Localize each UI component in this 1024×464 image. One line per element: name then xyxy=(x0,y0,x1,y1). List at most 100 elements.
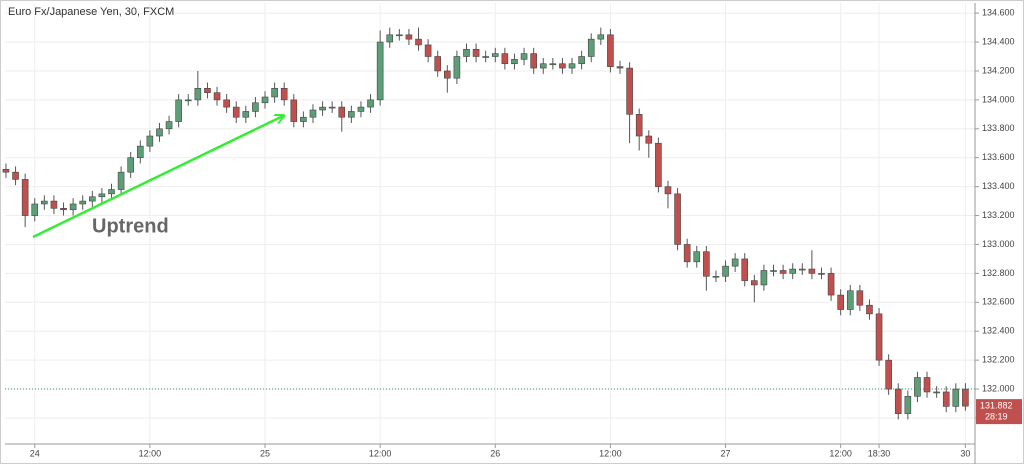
candle-body xyxy=(587,38,595,57)
candle-body xyxy=(827,273,835,296)
candle-body xyxy=(319,106,326,111)
trend-arrow xyxy=(32,116,283,239)
candle-body xyxy=(213,92,221,101)
candle-body xyxy=(184,99,192,102)
candle-body xyxy=(98,193,106,198)
candle-body xyxy=(415,38,422,46)
candle-body xyxy=(434,56,442,72)
candle-body xyxy=(127,157,134,173)
candle-body xyxy=(50,200,58,209)
candle-body xyxy=(357,106,365,112)
candle-body xyxy=(914,377,921,397)
candle-body xyxy=(626,67,633,115)
candle-body xyxy=(779,270,787,274)
x-tick-label: 18:30 xyxy=(868,448,891,458)
candle-body xyxy=(846,290,854,310)
candle-body xyxy=(616,66,624,69)
y-tick-label: 132.400 xyxy=(982,326,1015,336)
candle-body xyxy=(491,53,499,57)
candle-body xyxy=(818,273,825,275)
candle-body xyxy=(242,111,250,118)
candle-body xyxy=(952,388,960,407)
y-tick-label: 134.400 xyxy=(982,36,1015,46)
candle-body xyxy=(789,268,797,274)
candle-body xyxy=(559,63,566,69)
candle-body xyxy=(165,121,173,130)
candle-body xyxy=(482,56,489,58)
x-tick-label: 12:00 xyxy=(599,448,622,458)
candle-body xyxy=(194,88,202,101)
candle-body xyxy=(463,48,470,57)
labels: 131.800132.000132.200132.400132.600132.8… xyxy=(30,7,1022,458)
candle-body xyxy=(655,142,662,187)
candle-body xyxy=(300,116,307,122)
candle-body xyxy=(472,48,480,57)
candle-body xyxy=(31,203,39,216)
x-tick-label: 24 xyxy=(30,448,40,458)
candle-body xyxy=(146,135,154,147)
candle-body xyxy=(405,34,413,40)
candle-body xyxy=(597,34,605,40)
candle-body xyxy=(21,179,29,216)
candle-body xyxy=(731,258,739,267)
candle-body xyxy=(664,186,672,195)
candle-body xyxy=(290,99,298,122)
candle-body xyxy=(396,34,403,37)
annotation: Uptrend xyxy=(92,215,169,237)
x-tick-label: 12:00 xyxy=(829,448,852,458)
candle-body xyxy=(444,70,451,79)
y-tick-label: 133.600 xyxy=(982,152,1015,162)
candle-body xyxy=(424,44,432,57)
y-tick-label: 132.800 xyxy=(982,268,1015,278)
candle-body xyxy=(348,111,355,118)
candle-body xyxy=(252,102,259,112)
candle-body xyxy=(741,258,749,281)
candle-body xyxy=(837,294,844,310)
candle-body xyxy=(942,391,950,407)
candle-body xyxy=(894,388,902,414)
x-tick-label: 26 xyxy=(490,448,500,458)
candle-body xyxy=(41,200,48,205)
candle-body xyxy=(338,106,346,118)
candle-body xyxy=(156,128,163,137)
candle-body xyxy=(875,313,883,361)
candle-body xyxy=(856,290,864,306)
candle-body xyxy=(923,377,931,393)
last-price-box xyxy=(976,399,1022,425)
candle-body xyxy=(904,395,912,414)
candle-body xyxy=(261,96,269,104)
x-tick-label: 30 xyxy=(960,448,970,458)
candle-body xyxy=(578,56,585,65)
countdown: 28:19 xyxy=(985,411,1008,421)
x-tick-label: 27 xyxy=(721,448,731,458)
candle-body xyxy=(69,203,77,211)
candle-body xyxy=(175,99,182,122)
candle-body xyxy=(89,196,96,202)
candle-body xyxy=(328,106,336,109)
candle-body xyxy=(204,88,211,93)
candle-body xyxy=(760,270,768,286)
candle-body xyxy=(703,251,710,277)
candle-body xyxy=(674,193,681,245)
chart-title: Euro Fx/Japanese Yen, 30, FXCM xyxy=(8,6,174,18)
candle-body xyxy=(511,59,518,65)
candle-body xyxy=(722,265,729,277)
candle-body xyxy=(683,244,691,263)
y-tick-label: 133.000 xyxy=(982,239,1015,249)
y-tick-label: 133.400 xyxy=(982,181,1015,191)
candle-body xyxy=(108,189,115,195)
y-tick-label: 132.600 xyxy=(982,297,1015,307)
candle-body xyxy=(376,41,384,101)
candle-body xyxy=(280,88,288,101)
candle-body xyxy=(751,280,758,286)
candle-body xyxy=(136,145,144,159)
x-tick-label: 12:00 xyxy=(369,448,392,458)
candle-body xyxy=(12,171,19,180)
candle-body xyxy=(367,99,374,108)
candle-body xyxy=(933,391,940,394)
y-tick-label: 133.200 xyxy=(982,210,1015,220)
candle-body xyxy=(693,251,701,263)
candle-body xyxy=(530,53,537,69)
